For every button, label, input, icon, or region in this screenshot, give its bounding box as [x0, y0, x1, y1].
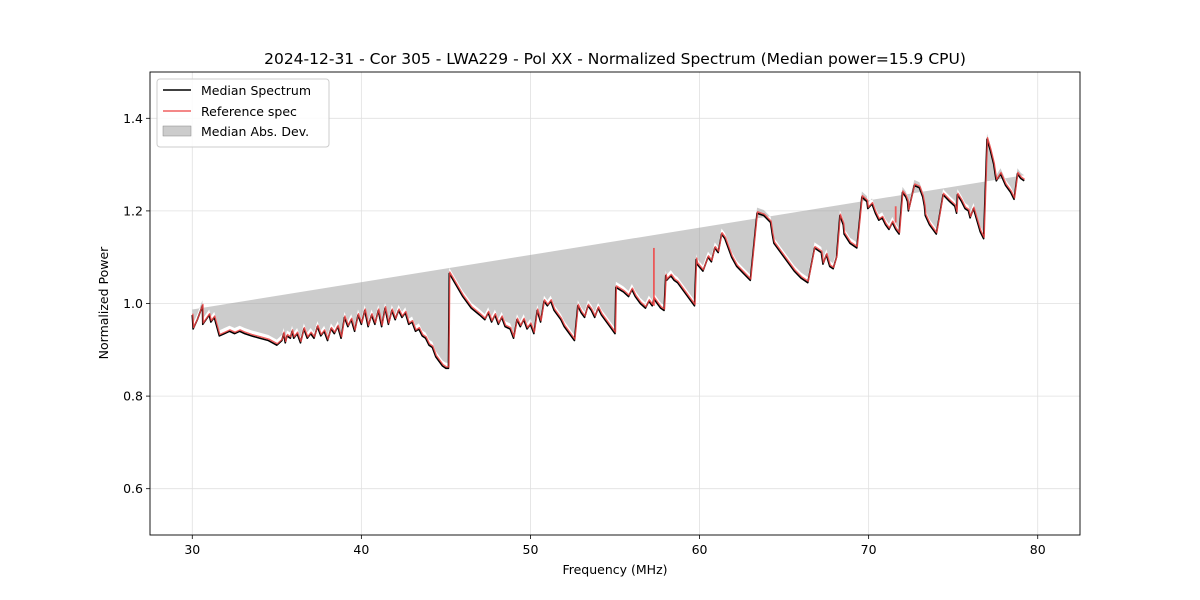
x-ticks: 30 40 50 60 70 80	[184, 535, 1046, 557]
y-tick-label: 1.2	[123, 203, 143, 218]
y-tick-label: 1.4	[123, 111, 143, 126]
legend-mad-label: Median Abs. Dev.	[201, 124, 309, 139]
y-ticks: 0.6 0.8 1.0 1.2 1.4	[123, 111, 150, 496]
legend-box	[156, 78, 330, 148]
y-tick-label: 1.0	[123, 296, 143, 311]
y-tick-label: 0.8	[123, 389, 143, 404]
reference-spec-line	[192, 137, 1026, 368]
legend-median-label: Median Spectrum	[201, 83, 311, 98]
reference-spec-layer	[192, 137, 1026, 368]
x-axis-label: Frequency (MHz)	[562, 562, 667, 577]
x-tick-label: 80	[1030, 542, 1046, 557]
legend: Median Spectrum Reference spec Median Ab…	[156, 78, 330, 148]
legend-mad-swatch	[162, 125, 192, 137]
x-tick-label: 40	[353, 542, 369, 557]
mad-band	[192, 133, 1025, 363]
y-axis-label: Normalized Power	[96, 246, 111, 360]
x-tick-label: 70	[861, 542, 877, 557]
mad-band-area	[192, 133, 1025, 363]
legend-reference-label: Reference spec	[201, 104, 297, 119]
x-tick-label: 60	[692, 542, 708, 557]
x-tick-label: 30	[184, 542, 200, 557]
x-tick-label: 50	[523, 542, 539, 557]
chart-title: 2024-12-31 - Cor 305 - LWA229 - Pol XX -…	[264, 50, 966, 68]
y-tick-label: 0.6	[123, 481, 143, 496]
